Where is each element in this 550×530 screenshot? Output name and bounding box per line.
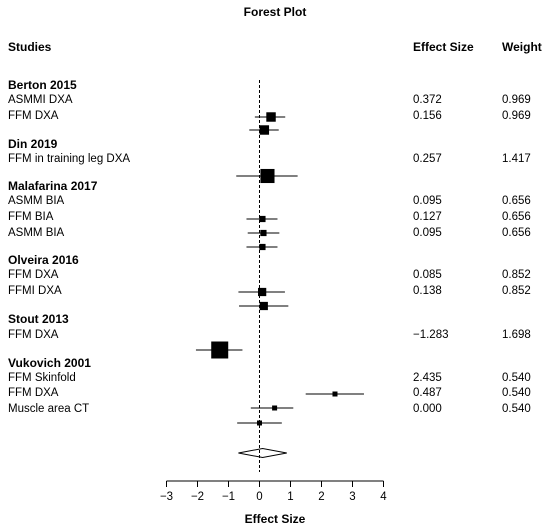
x-axis: −3 −2 −1 0 1 2 3 4 (160, 480, 387, 503)
effect-square (272, 405, 278, 411)
study-name: Vukovich 2001 (8, 356, 91, 370)
row-label: FFM DXA (8, 269, 59, 281)
row-effect-size: 2.435 (413, 372, 442, 384)
row-effect-size: 0.156 (413, 110, 442, 122)
row-weight: 0.540 (502, 372, 531, 384)
row-weight: 0.540 (502, 403, 531, 415)
row-label: FFM Skinfold (8, 372, 76, 384)
study-name: Olveira 2016 (8, 253, 79, 267)
x-tick-label: −2 (191, 491, 204, 503)
row-weight: 1.417 (502, 153, 531, 165)
effect-square (260, 229, 267, 237)
study-name: Berton 2015 (8, 78, 77, 92)
row-weight: 0.656 (502, 195, 531, 207)
x-tick-label: −1 (222, 491, 235, 503)
row-label: Muscle area CT (8, 403, 89, 415)
x-tick-label: 3 (349, 491, 355, 503)
effect-square (259, 243, 266, 251)
x-tick-label: 0 (256, 491, 262, 503)
x-tick-label: 1 (287, 491, 293, 503)
row-label: FFM DXA (8, 387, 59, 399)
effect-square (211, 341, 229, 359)
study-rows: Berton 2015 ASMMI DXA 0.372 0.969 FFM DXA 0.1… (8, 78, 531, 415)
row-weight: 0.969 (502, 110, 531, 122)
row-effect-size: 0.000 (413, 403, 442, 415)
row-label: ASMMI DXA (8, 94, 73, 106)
row-effect-size: 0.257 (413, 153, 442, 165)
x-tick-label: 2 (318, 491, 324, 503)
summary-diamond (238, 447, 287, 459)
x-tick-label: 4 (380, 491, 387, 503)
row-label: FFM DXA (8, 329, 59, 341)
row-weight: 0.656 (502, 227, 531, 239)
row-label: FFM DXA (8, 110, 59, 122)
x-tick-label: −3 (160, 491, 173, 503)
row-weight: 0.852 (502, 285, 531, 297)
header-studies: Studies (8, 40, 52, 54)
row-label: FFMI DXA (8, 285, 62, 297)
header-weight: Weight (502, 40, 542, 54)
row-weight: 1.698 (502, 329, 531, 341)
effect-square (259, 301, 268, 311)
study-name: Stout 2013 (8, 312, 69, 326)
row-label: ASMM BIA (8, 195, 65, 207)
effect-square (259, 215, 266, 223)
row-weight: 0.656 (502, 211, 531, 223)
effect-square (258, 287, 267, 297)
row-effect-size: 0.095 (413, 195, 442, 207)
study-name: Malafarina 2017 (8, 179, 98, 193)
header-effect-size: Effect Size (413, 40, 474, 54)
row-weight: 0.852 (502, 269, 531, 281)
row-effect-size: 0.085 (413, 269, 442, 281)
row-effect-size: 0.095 (413, 227, 442, 239)
row-weight: 0.540 (502, 387, 531, 399)
chart-title: Forest Plot (244, 5, 307, 19)
row-weight: 0.969 (502, 94, 531, 106)
row-effect-size: 0.127 (413, 211, 442, 223)
effect-square (260, 168, 275, 184)
effect-square (259, 125, 270, 135)
effect-marks (195, 80, 364, 472)
row-label: FFM BIA (8, 211, 54, 223)
row-effect-size: 0.372 (413, 94, 442, 106)
effect-square (266, 112, 276, 122)
study-name: Din 2019 (8, 137, 58, 151)
row-label: ASMM BIA (8, 227, 65, 239)
row-effect-size: −1.283 (413, 329, 449, 341)
x-axis-label: Effect Size (245, 512, 306, 526)
effect-square (332, 391, 338, 397)
row-effect-size: 0.487 (413, 387, 442, 399)
row-effect-size: 0.138 (413, 285, 442, 297)
row-label: FFM in training leg DXA (8, 153, 130, 165)
